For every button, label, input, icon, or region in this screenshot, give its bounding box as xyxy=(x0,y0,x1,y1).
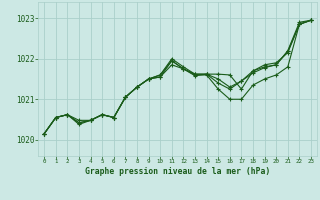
X-axis label: Graphe pression niveau de la mer (hPa): Graphe pression niveau de la mer (hPa) xyxy=(85,167,270,176)
